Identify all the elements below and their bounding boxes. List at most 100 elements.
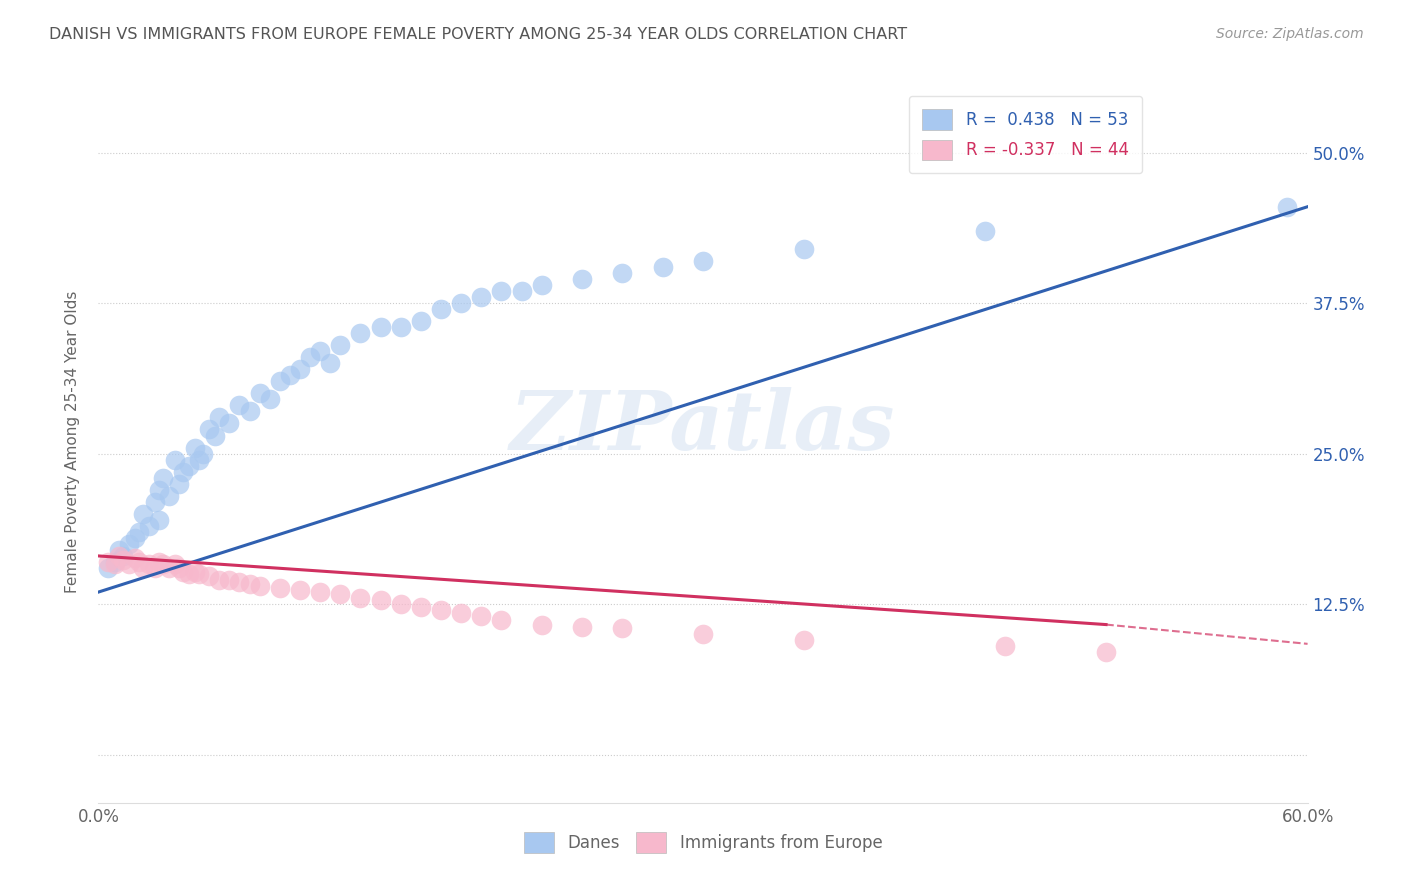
Point [138,519,160,533]
Point [793,242,815,256]
Point [188,452,211,467]
Text: Source: ZipAtlas.com: Source: ZipAtlas.com [1216,27,1364,41]
Point [430,603,453,617]
Point [143,494,166,508]
Point [204,428,226,442]
Point [111,549,134,563]
Point [510,284,533,298]
Point [389,597,412,611]
Point [612,266,634,280]
Point [107,549,129,563]
Point [319,356,342,370]
Text: DANISH VS IMMIGRANTS FROM EUROPE FEMALE POVERTY AMONG 25-34 YEAR OLDS CORRELATIO: DANISH VS IMMIGRANTS FROM EUROPE FEMALE … [49,27,907,42]
Point [259,392,281,407]
Point [288,362,311,376]
Point [430,301,453,317]
Point [124,531,146,545]
Point [692,627,714,641]
Point [184,441,207,455]
Point [208,410,231,425]
Point [612,621,634,635]
Point [530,277,553,292]
Text: ZIPatlas: ZIPatlas [510,387,896,467]
Point [450,296,472,310]
Point [103,555,125,569]
Point [370,320,392,334]
Point [148,555,170,569]
Point [208,573,231,587]
Point [994,639,1017,653]
Point [409,314,432,328]
Point [138,558,160,572]
Point [329,338,352,352]
Point [571,620,593,634]
Point [118,558,141,572]
Point [288,582,311,597]
Point [172,565,194,579]
Point [278,368,301,383]
Point [132,561,155,575]
Point [148,483,170,497]
Point [167,476,190,491]
Point [974,224,997,238]
Point [409,599,432,614]
Point [239,576,262,591]
Point [198,569,221,583]
Point [118,537,141,551]
Point [198,423,221,437]
Point [692,254,714,268]
Point [157,561,180,575]
Point [128,555,150,569]
Point [188,567,211,582]
Point [309,585,332,599]
Point [491,284,513,298]
Point [370,593,392,607]
Point [128,524,150,539]
Point [97,555,120,569]
Point [571,272,593,286]
Point [107,542,129,557]
Point [152,471,174,485]
Point [309,344,332,359]
Point [172,465,194,479]
Point [793,633,815,648]
Point [218,573,240,587]
Point [143,561,166,575]
Point [228,575,250,590]
Point [228,398,250,412]
Point [470,290,492,304]
Point [97,561,120,575]
Point [299,350,322,364]
Point [132,507,155,521]
Point [124,551,146,566]
Point [269,375,291,389]
Point [1277,200,1299,214]
Point [349,326,371,341]
Point [349,591,371,606]
Point [249,386,271,401]
Point [167,561,190,575]
Point [218,417,240,431]
Point [148,513,170,527]
Point [163,558,186,572]
Point [157,489,180,503]
Y-axis label: Female Poverty Among 25-34 Year Olds: Female Poverty Among 25-34 Year Olds [65,291,80,592]
Point [389,320,412,334]
Point [179,458,201,473]
Point [184,565,207,579]
Point [1095,645,1118,659]
Point [269,582,291,596]
Point [329,587,352,601]
Point [530,617,553,632]
Point [193,446,215,460]
Point [152,558,174,572]
Point [163,452,186,467]
Point [249,579,271,593]
Point [470,609,492,624]
Point [179,567,201,582]
Point [103,558,125,572]
Point [450,606,472,620]
Point [111,552,134,566]
Point [491,613,513,627]
Point [239,404,262,418]
